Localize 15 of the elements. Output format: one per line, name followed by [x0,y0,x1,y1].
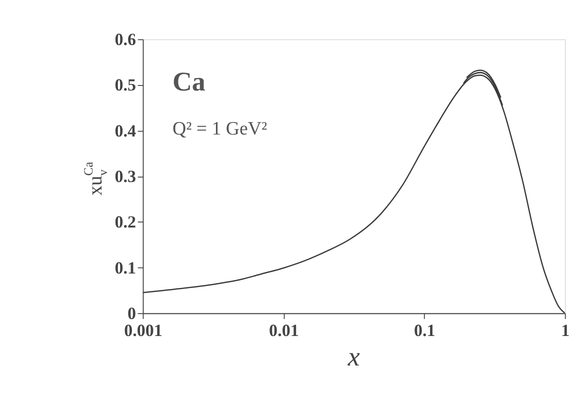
x-tick-label: 0.001 [124,321,162,340]
y-tick-label: 0.6 [114,30,137,50]
y-axis-title: xuvCa [82,161,110,196]
x-axis-title: x [346,341,360,372]
y-tick-label: 0.1 [114,258,136,278]
y-tick-label: 0 [128,304,136,324]
y-tick-label: 0.4 [114,121,137,140]
annotation: Q² = 1 GeV² [172,118,268,140]
x-tick-label: 0.01 [269,321,299,340]
y-tick-label: 0.2 [114,212,136,232]
annotation: Ca [172,66,206,96]
y-tick-label: 0.3 [114,167,136,186]
x-tick-label: 0.1 [414,321,436,340]
y-tick-label: 0.5 [114,76,136,95]
x-tick-label: 1 [561,321,570,340]
